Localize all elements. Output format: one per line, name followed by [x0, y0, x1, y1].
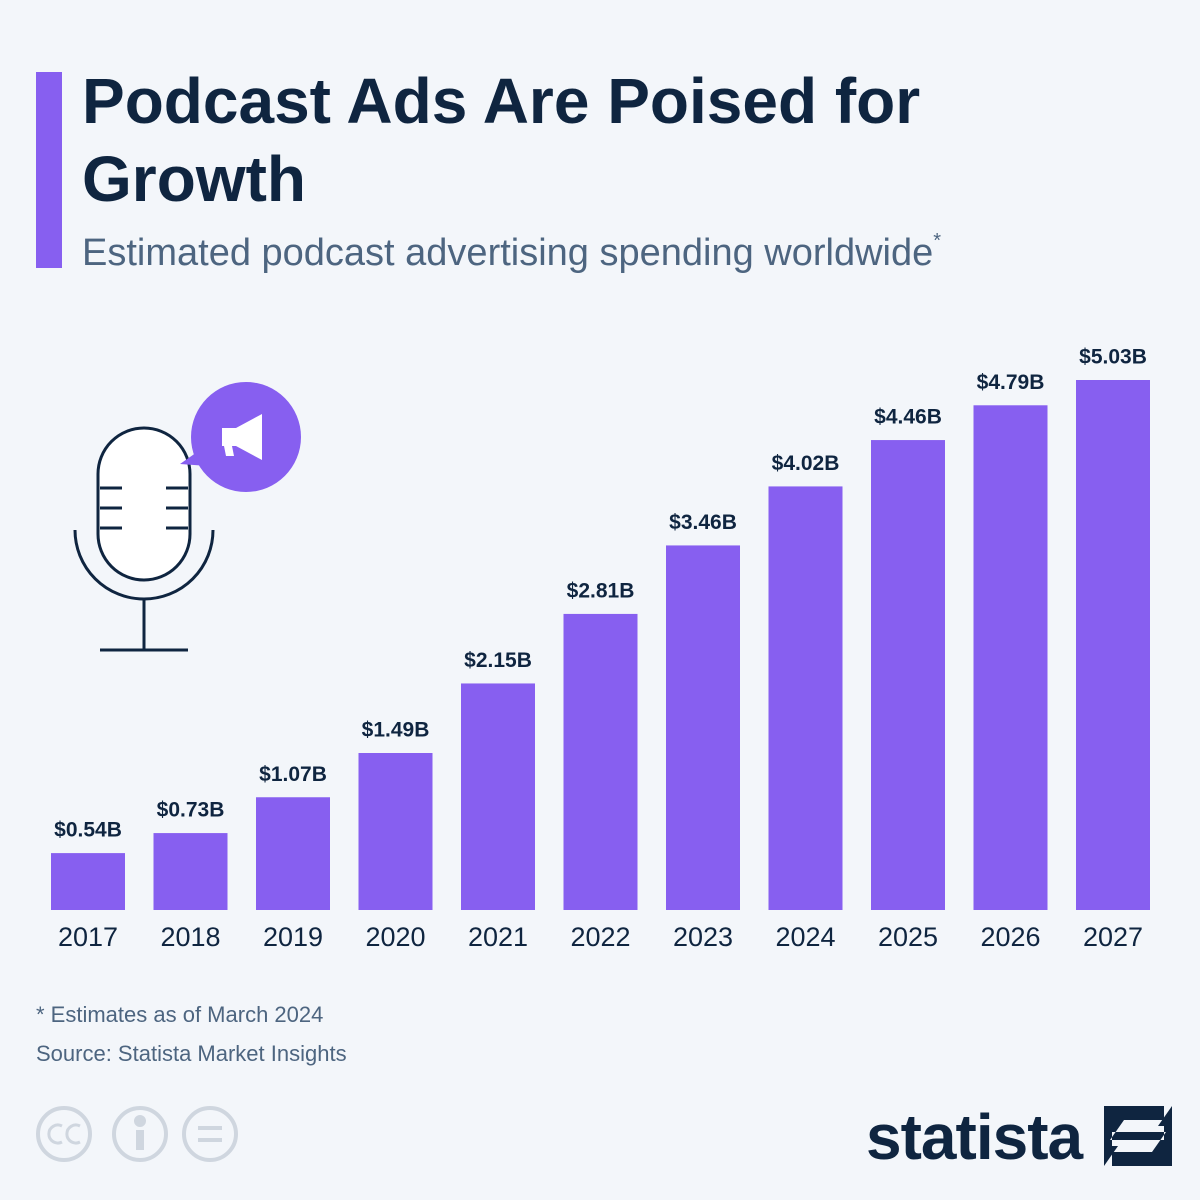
source: Source: Statista Market Insights: [36, 1041, 347, 1066]
cc-icons: [36, 1106, 238, 1162]
title-accent: [36, 72, 62, 268]
value-label: $2.81B: [567, 579, 635, 602]
value-label: $0.54B: [54, 819, 122, 842]
bar: [1076, 380, 1150, 910]
value-label: $2.15B: [464, 649, 532, 672]
subtitle-marker: *: [933, 230, 942, 252]
bar: [563, 613, 638, 910]
bar: [153, 833, 228, 910]
chart-subtitle: Estimated podcast advertising spending w…: [82, 230, 941, 275]
x-tick-label: 2018: [160, 922, 220, 952]
x-tick-label: 2027: [1083, 922, 1143, 952]
bar: [51, 853, 125, 910]
x-tick-label: 2020: [365, 922, 425, 952]
x-tick-label: 2021: [468, 922, 528, 952]
value-label: $5.03B: [1079, 346, 1147, 369]
bar: [461, 683, 535, 910]
value-label: $1.07B: [259, 763, 327, 786]
bar: [871, 440, 945, 910]
brand: statista: [866, 1101, 1083, 1173]
value-label: $4.46B: [874, 406, 942, 429]
x-tick-label: 2024: [775, 922, 835, 952]
value-label: $4.02B: [772, 452, 840, 475]
x-tick-label: 2026: [980, 922, 1040, 952]
bar: [768, 486, 843, 910]
bar: [666, 545, 740, 910]
x-tick-label: 2019: [263, 922, 323, 952]
chart-title: Podcast Ads Are Poised for Growth: [82, 65, 921, 215]
x-tick-label: 2023: [673, 922, 733, 952]
x-tick-label: 2025: [878, 922, 938, 952]
value-label: $3.46B: [669, 511, 737, 534]
brand-logo: [1104, 1106, 1172, 1166]
x-tick-label: 2022: [570, 922, 630, 952]
bar: [973, 405, 1048, 910]
bar: [256, 797, 330, 910]
footnote: * Estimates as of March 2024: [36, 1002, 324, 1027]
megaphone-icon: [180, 382, 301, 492]
value-label: $0.73B: [157, 799, 225, 822]
subtitle-text: Estimated podcast advertising spending w…: [82, 232, 934, 274]
x-tick-label: 2017: [58, 922, 118, 952]
microphone-icon: [73, 426, 215, 652]
value-label: $4.79B: [977, 371, 1045, 394]
bar: [358, 753, 433, 910]
value-label: $1.49B: [362, 719, 430, 742]
